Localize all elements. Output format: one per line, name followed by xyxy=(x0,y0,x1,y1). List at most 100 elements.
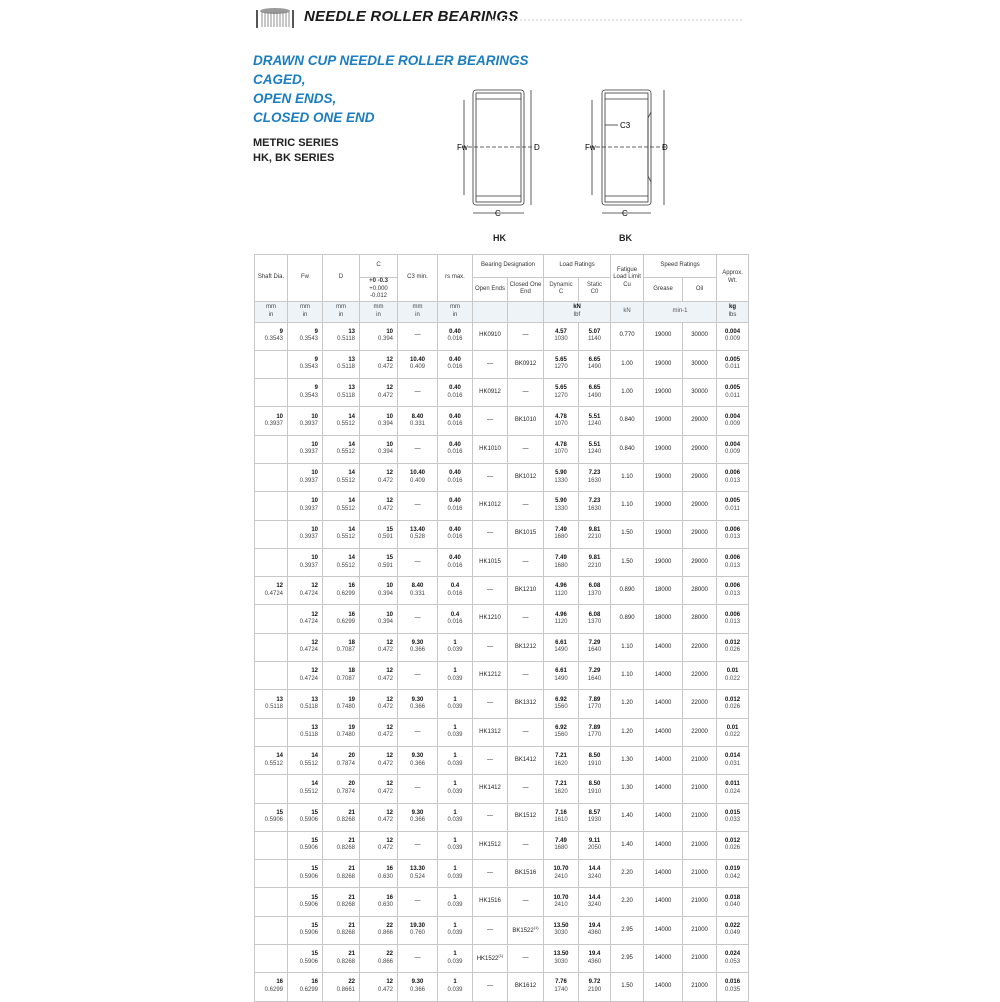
cell-rs-max: 1 0.039 xyxy=(437,859,473,889)
cell-c: 10 0.394 xyxy=(359,321,398,351)
cell-fatigue-limit: 1.40 xyxy=(610,802,645,832)
cell-closed-one-end: BK1010 xyxy=(506,406,545,436)
cell-shaft-dia: 14 0.5512 xyxy=(254,745,288,776)
cell-fw: 10 0.3937 xyxy=(287,491,323,521)
cell-speed-oil: 22000 xyxy=(682,689,718,719)
cell-open-ends: HK1516 xyxy=(472,887,508,917)
cell-approx-weight: 0.006 0.013 xyxy=(716,462,750,493)
col-d: D xyxy=(322,254,360,302)
cell-closed-one-end: BK1312 xyxy=(506,689,545,719)
cell-c: 12 0.472 xyxy=(359,774,398,804)
cell-c3-min: — xyxy=(397,378,438,408)
needle-bearing-icon xyxy=(256,8,294,28)
cell-speed-grease: 14000 xyxy=(643,859,684,889)
cell-fatigue-limit: 2.95 xyxy=(610,944,645,974)
cell-open-ends: HK1512 xyxy=(472,830,508,861)
cell-fw: 13 0.5118 xyxy=(287,689,323,719)
unit-cell: mm in xyxy=(437,300,473,323)
cell-d: 20 0.7874 xyxy=(322,774,360,804)
cell-closed-one-end: BK1015 xyxy=(506,519,545,549)
cell-approx-weight: 0.006 0.013 xyxy=(716,547,750,578)
col-wt: Approx. Wt. xyxy=(716,254,750,302)
cell-fw: 15 0.5906 xyxy=(287,944,323,974)
series-label: METRIC SERIES xyxy=(253,137,339,149)
cell-speed-oil: 21000 xyxy=(682,944,718,974)
cell-fw: 15 0.5906 xyxy=(287,887,323,917)
heading-line: OPEN ENDS, xyxy=(253,91,337,106)
cell-c: 10 0.394 xyxy=(359,576,398,606)
cell-rs-max: 1 0.039 xyxy=(437,745,473,776)
cell-fw: 12 0.4724 xyxy=(287,632,323,663)
table-row: 16 0.6299 16 0.6299 22 0.8661 12 0.472 9.30 0.366… xyxy=(254,972,750,1002)
unit-cell xyxy=(472,300,508,323)
cell-fatigue-limit: 1.50 xyxy=(610,547,645,578)
page-title: NEEDLE ROLLER BEARINGS xyxy=(304,8,519,25)
cell-dynamic-c: 4.78 1070 xyxy=(543,434,580,464)
c-tol-mm: +0 -0.3 xyxy=(369,278,388,284)
cell-open-ends: — xyxy=(472,802,508,832)
cell-shaft-dia xyxy=(254,661,288,691)
cell-speed-grease: 14000 xyxy=(643,689,684,719)
cell-closed-one-end: — xyxy=(506,491,545,521)
c-label: C xyxy=(495,209,501,218)
cell-fatigue-limit: 0.890 xyxy=(610,576,645,606)
cell-speed-grease: 14000 xyxy=(643,915,684,946)
cell-speed-oil: 29000 xyxy=(682,519,718,549)
cell-shaft-dia xyxy=(254,632,288,663)
cell-closed-one-end: BK0912 xyxy=(506,349,545,380)
cell-speed-oil: 21000 xyxy=(682,915,718,946)
cell-dynamic-c: 7.21 1620 xyxy=(543,745,580,776)
cell-rs-max: 0.40 0.016 xyxy=(437,547,473,578)
cell-approx-weight: 0.014 0.031 xyxy=(716,745,750,776)
col-designation: Bearing Designation xyxy=(471,254,545,278)
cell-d: 14 0.5512 xyxy=(322,491,360,521)
cell-d: 13 0.5118 xyxy=(322,321,360,351)
cell-fw: 15 0.5906 xyxy=(287,830,323,861)
cell-approx-weight: 0.005 0.011 xyxy=(716,491,750,521)
cell-open-ends: — xyxy=(472,349,508,380)
cell-shaft-dia: 13 0.5118 xyxy=(254,689,288,719)
cell-rs-max: 1 0.039 xyxy=(437,717,473,747)
cell-dynamic-c: 7.49 1680 xyxy=(543,547,580,578)
cell-static-c0: 7.89 1770 xyxy=(578,717,612,747)
cell-fatigue-limit: 1.00 xyxy=(610,378,645,408)
table-row: 15 0.5906 21 0.8268 16 0.630—1 0.039 HK1516—10.… xyxy=(254,887,750,917)
cell-fatigue-limit: 1.10 xyxy=(610,491,645,521)
bk-diagram xyxy=(590,89,668,214)
cell-rs-max: 1 0.039 xyxy=(437,915,473,946)
cell-approx-weight: 0.004 0.009 xyxy=(716,321,750,351)
cell-closed-one-end: — xyxy=(506,944,545,974)
cell-c: 12 0.472 xyxy=(359,972,398,1002)
cell-fatigue-limit: 1.20 xyxy=(610,717,645,747)
cell-c: 12 0.472 xyxy=(359,717,398,747)
cell-fw: 14 0.5512 xyxy=(287,774,323,804)
cell-c3-min: 13.40 0.528 xyxy=(397,519,438,549)
cell-rs-max: 0.40 0.016 xyxy=(437,349,473,380)
cell-approx-weight: 0.004 0.009 xyxy=(716,406,750,436)
col-c-tolerance: +0 -0.3 +0.000 -0.012 xyxy=(359,277,398,302)
cell-open-ends: HK1012 xyxy=(472,491,508,521)
cell-speed-grease: 19000 xyxy=(643,519,684,549)
cell-open-ends: — xyxy=(472,859,508,889)
cell-speed-grease: 14000 xyxy=(643,972,684,1002)
cell-speed-oil: 28000 xyxy=(682,576,718,606)
static-c0: C0 xyxy=(590,289,599,296)
cell-dynamic-c: 5.65 1270 xyxy=(543,349,580,380)
cell-approx-weight: 0.019 0.042 xyxy=(716,859,750,889)
unit-cell: mm in xyxy=(397,300,438,323)
cell-dynamic-c: 5.90 1330 xyxy=(543,491,580,521)
cell-rs-max: 1 0.039 xyxy=(437,632,473,663)
cell-c: 12 0.472 xyxy=(359,830,398,861)
cell-rs-max: 1 0.039 xyxy=(437,944,473,974)
cell-approx-weight: 0.012 0.026 xyxy=(716,830,750,861)
cell-c3-min: 10.40 0.409 xyxy=(397,349,438,380)
col-shaft: Shaft Dia. xyxy=(254,254,288,302)
cell-approx-weight: 0.015 0.033 xyxy=(716,802,750,832)
c-label: C xyxy=(622,209,628,218)
cell-shaft-dia xyxy=(254,519,288,549)
cell-c3-min: 9.30 0.366 xyxy=(397,972,438,1002)
cell-c: 10 0.394 xyxy=(359,604,398,634)
cell-fatigue-limit: 1.10 xyxy=(610,632,645,663)
cell-dynamic-c: 10.70 2410 xyxy=(543,859,580,889)
cell-static-c0: 14.4 3240 xyxy=(578,887,612,917)
